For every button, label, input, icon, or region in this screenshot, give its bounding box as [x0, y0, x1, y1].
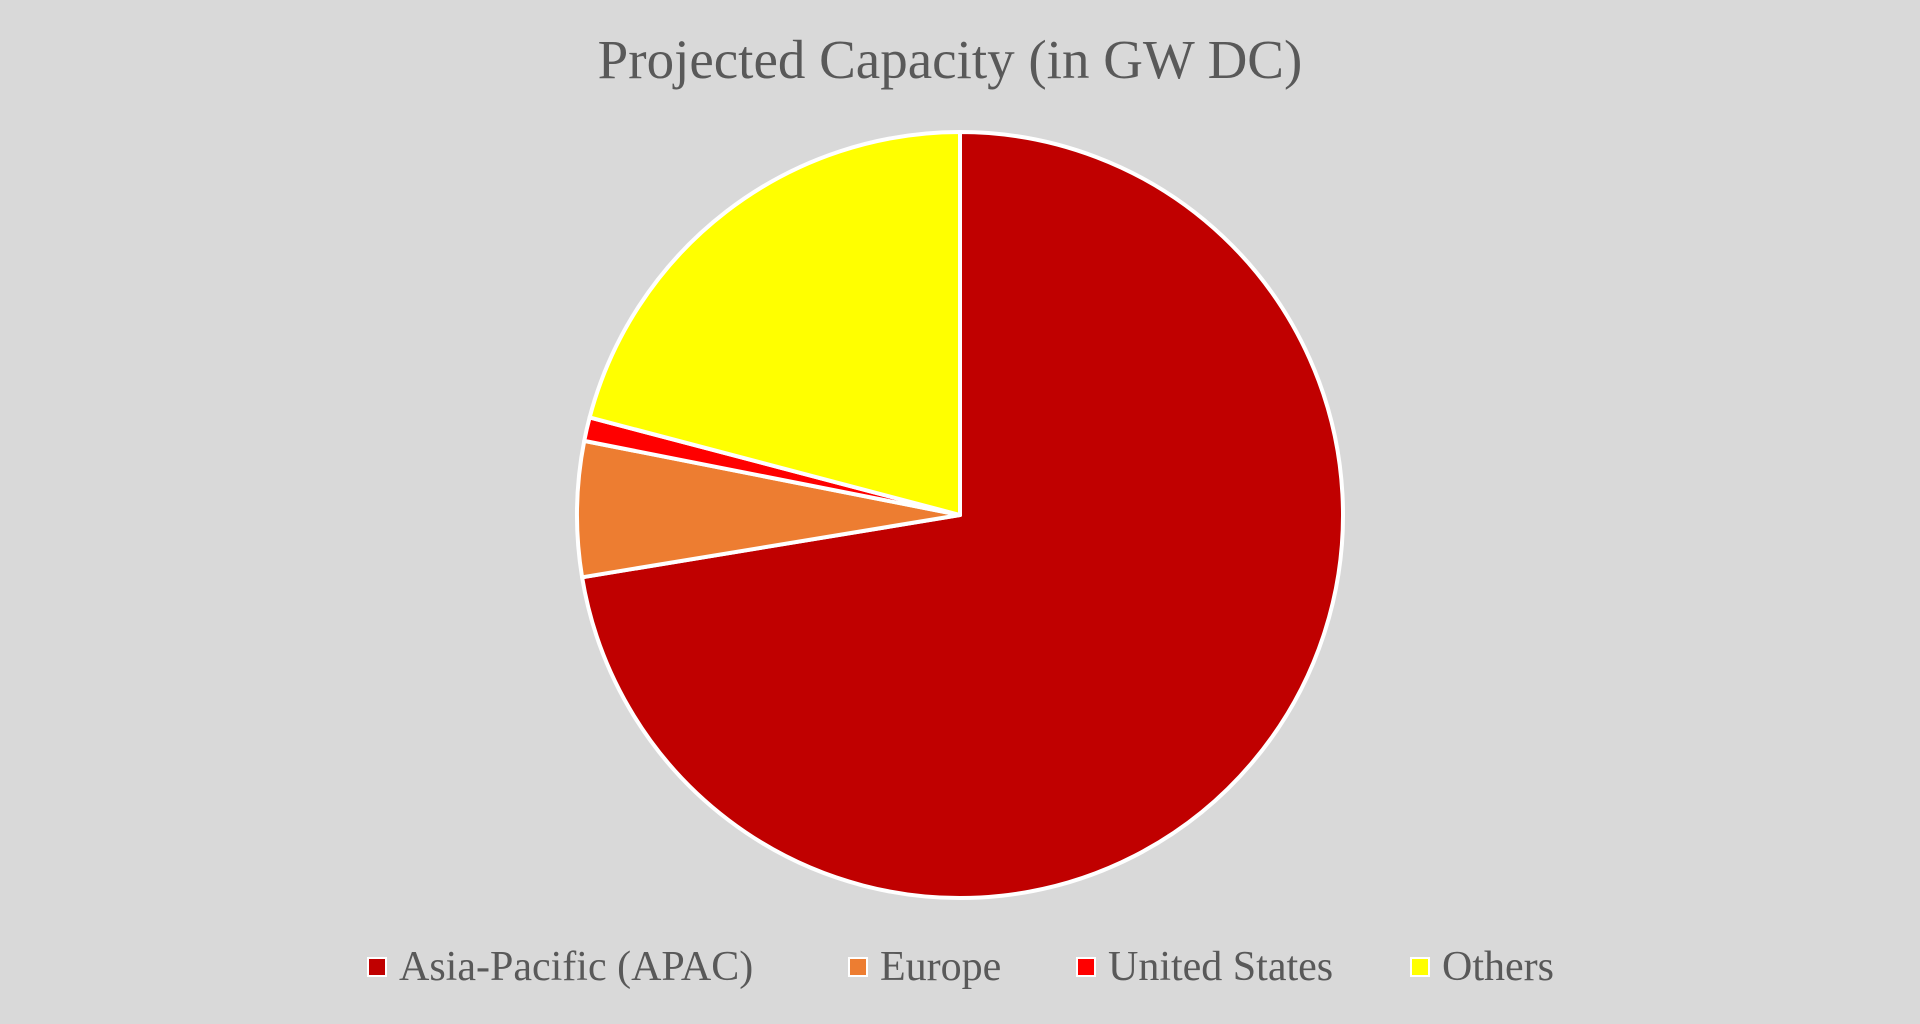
legend-item-europe[interactable]: Europe	[848, 937, 1001, 997]
legend-label-europe: Europe	[880, 944, 1002, 990]
legend-label-asia-pacific: Asia-Pacific (APAC)	[399, 944, 754, 990]
legend-item-asia-pacific[interactable]: Asia-Pacific (APAC)	[367, 937, 753, 997]
legend-label-united-states: United States	[1108, 944, 1334, 990]
legend-swatch-united-states	[1076, 957, 1096, 977]
legend-swatch-asia-pacific	[367, 957, 387, 977]
legend-item-others[interactable]: Others	[1410, 937, 1554, 997]
legend: Asia-Pacific (APAC) Europe United States…	[0, 937, 1920, 997]
chart-title: Projected Capacity (in GW DC)	[597, 29, 1303, 90]
pie-slice-asia-pacific[interactable]	[580, 130, 1345, 900]
pie-slices	[575, 130, 1345, 900]
legend-swatch-others	[1410, 957, 1430, 977]
legend-label-others: Others	[1442, 944, 1554, 990]
pie-slice-others[interactable]	[587, 130, 962, 517]
pie-slice-europe[interactable]	[575, 438, 962, 580]
legend-item-united-states[interactable]: United States	[1076, 937, 1333, 997]
legend-swatch-europe	[848, 957, 868, 977]
